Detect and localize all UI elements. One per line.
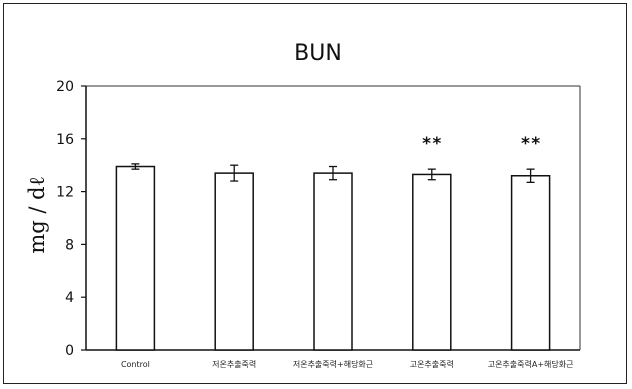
chart-title: BUN bbox=[294, 41, 342, 66]
bar bbox=[510, 175, 551, 351]
plot-area: 0 4 8 12 16 20 Control 저온추출죽력 저온추출죽력+해당화근 고온추출죽력 *… bbox=[56, 79, 581, 369]
y-tick-label: 20 bbox=[56, 79, 74, 95]
y-axis-label: mg / dℓ bbox=[25, 176, 49, 253]
bar bbox=[214, 172, 254, 351]
y-tick-label: 16 bbox=[56, 132, 74, 148]
x-tick-label: Control bbox=[121, 360, 150, 369]
bar bbox=[412, 173, 452, 351]
y-tick-label: 8 bbox=[65, 237, 74, 253]
x-tick-label: 고온추출죽력 bbox=[410, 359, 454, 369]
y-tick-label: 0 bbox=[65, 343, 74, 359]
y-tick-label: 12 bbox=[56, 185, 74, 201]
x-tick-label: 저온추출죽력 bbox=[212, 359, 256, 369]
x-tick-label: 고온추출죽력A+해당화근 bbox=[488, 359, 574, 369]
x-tick-label: 저온추출죽력+해당화근 bbox=[293, 359, 373, 369]
bar bbox=[115, 165, 156, 351]
y-tick-label: 4 bbox=[65, 290, 74, 306]
significance-annotation: ** bbox=[520, 134, 540, 154]
significance-annotation: ** bbox=[422, 134, 442, 154]
bar bbox=[313, 172, 353, 351]
